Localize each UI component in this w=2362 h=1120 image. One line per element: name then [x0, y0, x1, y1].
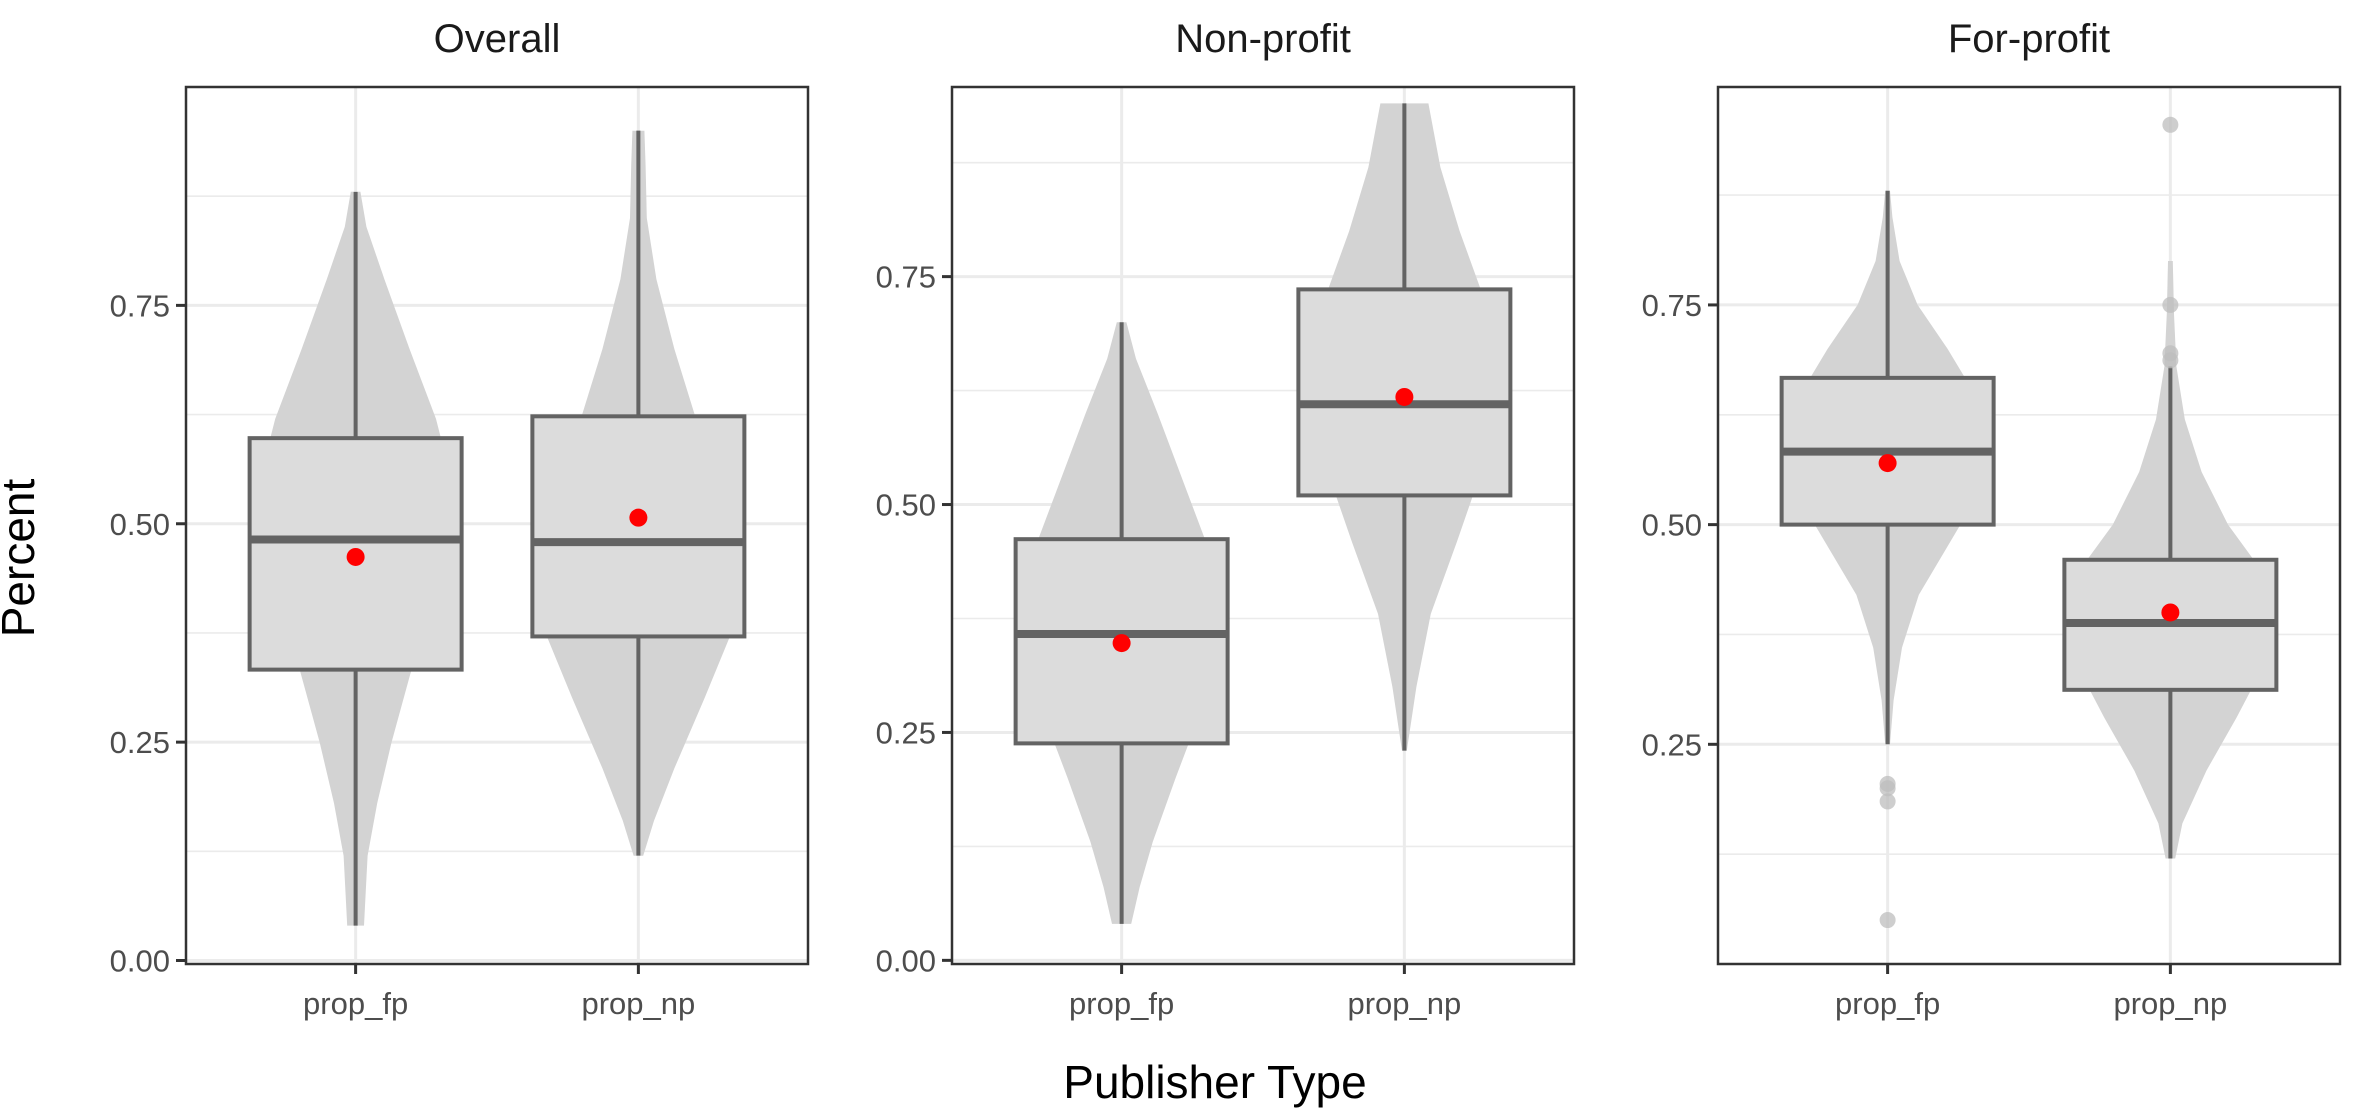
- mean-point: [629, 508, 648, 527]
- y-tick-label: 0.25: [110, 725, 170, 760]
- mean-point: [1878, 454, 1897, 473]
- panel-title: For-profit: [1948, 17, 2110, 61]
- outlier-point: [1879, 775, 1896, 792]
- panels-layer: prop_fp prop_np0.000.250.500.75Overallpro…: [110, 17, 2342, 1021]
- panel-title: Non-profit: [1175, 17, 1351, 61]
- y-tick-label: 0.50: [876, 488, 936, 523]
- x-tick-label: prop_np: [1347, 986, 1461, 1021]
- panel-overall: prop_fp prop_np 0.00 0.25 0.50 0.75 Overall: [110, 17, 810, 1021]
- mean-point: [346, 547, 365, 566]
- group-prop-np: [530, 130, 747, 856]
- mean-point: [1112, 634, 1131, 653]
- y-tick-label: 0.25: [1642, 727, 1702, 762]
- mean-point: [2161, 603, 2180, 622]
- y-tick-label: 0.00: [876, 943, 936, 978]
- y-tick-label: 0.25: [876, 715, 936, 750]
- x-axis-title: Publisher Type: [1063, 1056, 1366, 1108]
- panel-border: [184, 85, 810, 966]
- group-prop-fp: [247, 191, 464, 926]
- outlier-point: [2162, 345, 2179, 362]
- y-tick-label: 0.75: [876, 260, 936, 295]
- outlier-point: [1879, 912, 1896, 929]
- panel-non-profit: prop_fp prop_np 0.00 0.25 0.50 0.75 Non-profit: [876, 17, 1576, 1021]
- group-prop-np: [1296, 103, 1513, 751]
- y-tick-label: 0.75: [110, 288, 170, 323]
- outlier-point: [2162, 296, 2179, 313]
- group-prop-fp: [1013, 322, 1230, 924]
- mean-point: [1395, 387, 1414, 406]
- outlier-point: [1879, 793, 1896, 810]
- y-tick-label: 0.00: [110, 944, 170, 979]
- outlier-point: [2162, 116, 2179, 133]
- y-tick-label: 0.50: [1642, 508, 1702, 543]
- x-tick-label: prop_np: [581, 986, 695, 1021]
- y-axis-title: Percent: [0, 479, 44, 638]
- group-prop-np: [2062, 116, 2279, 859]
- panel-for-profit: prop_fp prop_np 0.25 0.50 0.75 For-profit: [1642, 17, 2342, 1021]
- x-tick-label: prop_np: [2113, 986, 2227, 1021]
- x-tick-label: prop_fp: [303, 986, 408, 1021]
- x-tick-label: prop_fp: [1069, 986, 1174, 1021]
- x-tick-label: prop_fp: [1835, 986, 1940, 1021]
- panel-border: [950, 85, 1576, 966]
- panel-border: [1716, 85, 2342, 966]
- group-prop-fp: [1779, 190, 1996, 929]
- y-tick-label: 0.50: [110, 507, 170, 542]
- panel-title: Overall: [434, 17, 561, 61]
- y-tick-label: 0.75: [1642, 288, 1702, 323]
